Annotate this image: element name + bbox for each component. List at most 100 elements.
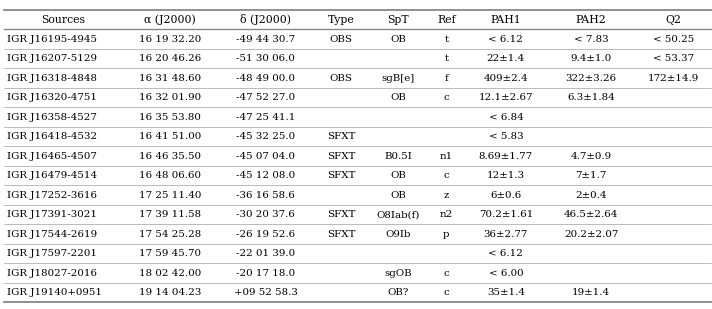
Text: 12.1±2.67: 12.1±2.67 <box>478 93 533 102</box>
Text: 17 54 25.28: 17 54 25.28 <box>140 230 201 239</box>
Text: 4.7±0.9: 4.7±0.9 <box>570 152 612 161</box>
Text: IGR J16418-4532: IGR J16418-4532 <box>7 132 98 141</box>
Text: < 50.25: < 50.25 <box>652 35 693 44</box>
Text: SFXT: SFXT <box>327 230 355 239</box>
Text: < 6.00: < 6.00 <box>488 269 523 278</box>
Text: c: c <box>444 269 449 278</box>
Text: 8.69±1.77: 8.69±1.77 <box>479 152 533 161</box>
Text: sgOB: sgOB <box>384 269 412 278</box>
Text: OBS: OBS <box>330 35 352 44</box>
Text: B0.5I: B0.5I <box>384 152 412 161</box>
Text: IGR J19140+0951: IGR J19140+0951 <box>7 288 102 297</box>
Text: n2: n2 <box>440 210 453 219</box>
Text: OB: OB <box>390 35 406 44</box>
Text: 9.4±1.0: 9.4±1.0 <box>570 54 612 63</box>
Text: < 6.12: < 6.12 <box>488 249 523 258</box>
Text: z: z <box>444 191 449 200</box>
Text: -47 52 27.0: -47 52 27.0 <box>236 93 295 102</box>
Text: SpT: SpT <box>387 15 409 25</box>
Text: 19 14 04.23: 19 14 04.23 <box>139 288 201 297</box>
Text: 6±0.6: 6±0.6 <box>491 191 521 200</box>
Text: IGR J17252-3616: IGR J17252-3616 <box>7 191 97 200</box>
Text: -36 16 58.6: -36 16 58.6 <box>236 191 295 200</box>
Text: < 6.12: < 6.12 <box>488 35 523 44</box>
Text: -20 17 18.0: -20 17 18.0 <box>236 269 295 278</box>
Text: IGR J16465-4507: IGR J16465-4507 <box>7 152 97 161</box>
Text: 16 46 35.50: 16 46 35.50 <box>140 152 201 161</box>
Text: sgB[e]: sgB[e] <box>382 74 415 83</box>
Text: 19±1.4: 19±1.4 <box>572 288 610 297</box>
Text: IGR J16358-4527: IGR J16358-4527 <box>7 113 97 122</box>
Text: 6.3±1.84: 6.3±1.84 <box>567 93 615 102</box>
Text: Sources: Sources <box>41 15 85 25</box>
Text: OB: OB <box>390 171 406 180</box>
Text: c: c <box>444 288 449 297</box>
Text: 7±1.7: 7±1.7 <box>575 171 607 180</box>
Text: δ (J2000): δ (J2000) <box>240 14 291 25</box>
Text: PAH1: PAH1 <box>491 15 521 25</box>
Text: IGR J16195-4945: IGR J16195-4945 <box>7 35 97 44</box>
Text: 17 39 11.58: 17 39 11.58 <box>140 210 201 219</box>
Text: 17 59 45.70: 17 59 45.70 <box>140 249 201 258</box>
Text: IGR J16318-4848: IGR J16318-4848 <box>7 74 97 83</box>
Text: -45 07 04.0: -45 07 04.0 <box>236 152 295 161</box>
Text: < 5.83: < 5.83 <box>488 132 523 141</box>
Text: -45 32 25.0: -45 32 25.0 <box>236 132 295 141</box>
Text: 16 31 48.60: 16 31 48.60 <box>140 74 201 83</box>
Text: -49 44 30.7: -49 44 30.7 <box>236 35 295 44</box>
Text: SFXT: SFXT <box>327 171 355 180</box>
Text: IGR J17597-2201: IGR J17597-2201 <box>7 249 97 258</box>
Text: f: f <box>444 74 449 83</box>
Text: IGR J16207-5129: IGR J16207-5129 <box>7 54 97 63</box>
Text: SFXT: SFXT <box>327 132 355 141</box>
Text: OB?: OB? <box>387 288 409 297</box>
Text: p: p <box>443 230 449 239</box>
Text: IGR J16320-4751: IGR J16320-4751 <box>7 93 97 102</box>
Text: IGR J18027-2016: IGR J18027-2016 <box>7 269 97 278</box>
Text: < 6.84: < 6.84 <box>488 113 523 122</box>
Text: 18 02 42.00: 18 02 42.00 <box>140 269 201 278</box>
Text: 17 25 11.40: 17 25 11.40 <box>139 191 201 200</box>
Text: Ref: Ref <box>437 15 456 25</box>
Text: 36±2.77: 36±2.77 <box>483 230 528 239</box>
Text: < 53.37: < 53.37 <box>653 54 693 63</box>
Text: 12±1.3: 12±1.3 <box>487 171 525 180</box>
Text: +09 52 58.3: +09 52 58.3 <box>234 288 298 297</box>
Text: 16 41 51.00: 16 41 51.00 <box>140 132 201 141</box>
Text: c: c <box>444 171 449 180</box>
Text: -48 49 00.0: -48 49 00.0 <box>236 74 295 83</box>
Text: OB: OB <box>390 191 406 200</box>
Text: 46.5±2.64: 46.5±2.64 <box>564 210 618 219</box>
Text: n1: n1 <box>440 152 453 161</box>
Text: 2±0.4: 2±0.4 <box>575 191 607 200</box>
Text: < 7.83: < 7.83 <box>574 35 608 44</box>
Text: 35±1.4: 35±1.4 <box>487 288 525 297</box>
Text: IGR J16479-4514: IGR J16479-4514 <box>7 171 98 180</box>
Text: 409±2.4: 409±2.4 <box>483 74 528 83</box>
Text: O9Ib: O9Ib <box>385 230 411 239</box>
Text: 16 48 06.60: 16 48 06.60 <box>140 171 201 180</box>
Text: 16 35 53.80: 16 35 53.80 <box>140 113 201 122</box>
Text: -51 30 06.0: -51 30 06.0 <box>236 54 295 63</box>
Text: 322±3.26: 322±3.26 <box>565 74 617 83</box>
Text: OBS: OBS <box>330 74 352 83</box>
Text: 16 20 46.26: 16 20 46.26 <box>140 54 201 63</box>
Text: OB: OB <box>390 93 406 102</box>
Text: 20.2±2.07: 20.2±2.07 <box>564 230 618 239</box>
Text: 22±1.4: 22±1.4 <box>487 54 525 63</box>
Text: α (J2000): α (J2000) <box>145 15 197 25</box>
Text: O8Iab(f): O8Iab(f) <box>377 210 420 219</box>
Text: 16 19 32.20: 16 19 32.20 <box>140 35 201 44</box>
Text: SFXT: SFXT <box>327 152 355 161</box>
Text: 16 32 01.90: 16 32 01.90 <box>140 93 201 102</box>
Text: c: c <box>444 93 449 102</box>
Text: Type: Type <box>328 15 355 25</box>
Text: 172±14.9: 172±14.9 <box>647 74 698 83</box>
Text: -26 19 52.6: -26 19 52.6 <box>236 230 295 239</box>
Text: Q2: Q2 <box>665 15 681 25</box>
Text: SFXT: SFXT <box>327 210 355 219</box>
Text: 70.2±1.61: 70.2±1.61 <box>478 210 533 219</box>
Text: -30 20 37.6: -30 20 37.6 <box>236 210 295 219</box>
Text: IGR J17544-2619: IGR J17544-2619 <box>7 230 98 239</box>
Text: IGR J17391-3021: IGR J17391-3021 <box>7 210 97 219</box>
